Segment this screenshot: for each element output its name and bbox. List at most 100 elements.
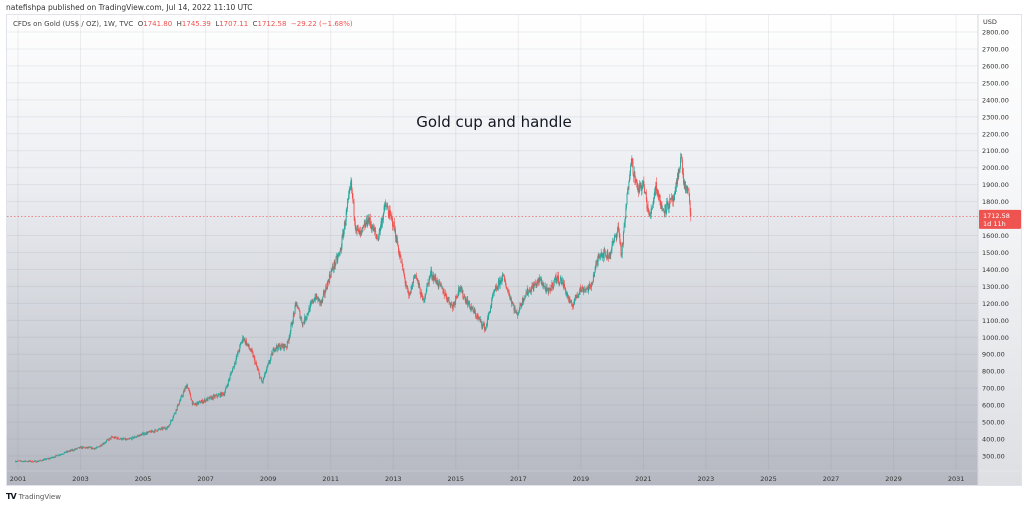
candle-body (568, 296, 570, 301)
candle-body (46, 458, 48, 460)
candle-body (102, 443, 104, 445)
candle-body (110, 437, 112, 440)
candle-body (196, 401, 198, 406)
candle-body (628, 178, 630, 183)
symbol-name[interactable]: CFDs on Gold (US$ / OZ), 1W, TVC (13, 20, 134, 28)
candle-body (301, 322, 303, 326)
price-tick-label: 700.00 (982, 385, 1005, 393)
candle-body (230, 373, 232, 376)
candle-body (59, 454, 61, 456)
candle-body (432, 275, 434, 278)
candle-body (26, 461, 28, 462)
candle-body (405, 284, 407, 287)
candle-body (688, 189, 690, 194)
candle-body (591, 282, 593, 288)
candle-body (127, 438, 129, 440)
candle-body (149, 430, 151, 432)
candle-body (440, 283, 442, 285)
candle-body (37, 461, 39, 462)
candle-body (327, 281, 329, 289)
candle-body (593, 274, 595, 277)
candle-body (123, 438, 125, 439)
candle-body (381, 221, 383, 226)
candle-body (622, 243, 624, 245)
high-label: H (176, 20, 182, 28)
candlestick-chart[interactable]: Gold cup and handle USD 2800.00 2700.00 2600… (7, 15, 1022, 486)
candle-body (75, 448, 77, 450)
candle-body (337, 254, 339, 257)
candle-body (433, 276, 435, 281)
candle-body (355, 231, 357, 232)
candle-body (297, 307, 298, 309)
candle-body (174, 413, 176, 414)
candle-body (168, 424, 170, 426)
candle-body (333, 268, 335, 270)
candle-body (238, 350, 240, 352)
candle-body (199, 401, 200, 402)
candle-body (221, 392, 223, 394)
candle-body (155, 429, 157, 431)
candle-body (655, 182, 657, 190)
candle-body (263, 375, 265, 378)
candle-body (466, 300, 467, 304)
candle-body (648, 212, 650, 214)
candle-body (398, 252, 400, 256)
candle-body (218, 394, 220, 396)
candle-body (340, 250, 342, 252)
time-tick-label: 2011 (322, 475, 339, 483)
candle-body (60, 454, 62, 455)
high-value: 1745.39 (181, 20, 211, 28)
candle-body (459, 289, 461, 292)
candle-body (220, 392, 222, 397)
candle-body (147, 432, 149, 434)
candle-body (245, 340, 247, 344)
candle-body (191, 400, 193, 401)
candle-body (634, 171, 636, 184)
candle-body (325, 286, 327, 290)
candle-body (663, 211, 665, 213)
candle-body (269, 358, 271, 362)
candle-body (107, 439, 109, 440)
candle-body (224, 392, 226, 396)
candle-body (493, 291, 495, 294)
candle-body (208, 397, 210, 398)
candle-body (431, 270, 433, 277)
candle-body (675, 181, 677, 189)
candle-body (445, 293, 447, 297)
candle-body (502, 274, 504, 275)
candle-body (434, 276, 436, 281)
candle-body (291, 322, 293, 325)
candle-body (686, 186, 688, 190)
tradingview-logo-icon: TV (6, 492, 17, 501)
candle-body (549, 287, 551, 290)
candle-body (453, 303, 455, 305)
candle-body (324, 292, 326, 295)
candle-body (568, 298, 570, 301)
chart-panel[interactable]: Gold cup and handle USD 2800.00 2700.00 2600… (6, 14, 1022, 486)
candle-body (522, 298, 524, 303)
candle-body (244, 338, 246, 341)
candle-body (156, 430, 158, 432)
candle-body (612, 241, 614, 246)
candle-body (464, 297, 466, 302)
brand-name[interactable]: TradingView (18, 492, 61, 501)
candle-body (28, 460, 30, 462)
candle-body (656, 190, 658, 194)
candle-body (95, 448, 97, 449)
candle-body (484, 323, 485, 331)
candle-body (452, 304, 454, 309)
candle-body (217, 394, 219, 397)
candle-body (64, 451, 66, 453)
candle-body (57, 455, 59, 457)
candle-body (138, 435, 140, 436)
candle-body (188, 389, 190, 392)
candle-body (261, 381, 263, 383)
candle-body (31, 460, 33, 462)
candle-body (66, 451, 68, 453)
candle-body (250, 350, 252, 352)
candle-body (353, 201, 355, 217)
candle-body (131, 438, 132, 440)
candle-body (595, 263, 597, 265)
candle-body (357, 228, 359, 230)
candle-body (130, 438, 132, 439)
